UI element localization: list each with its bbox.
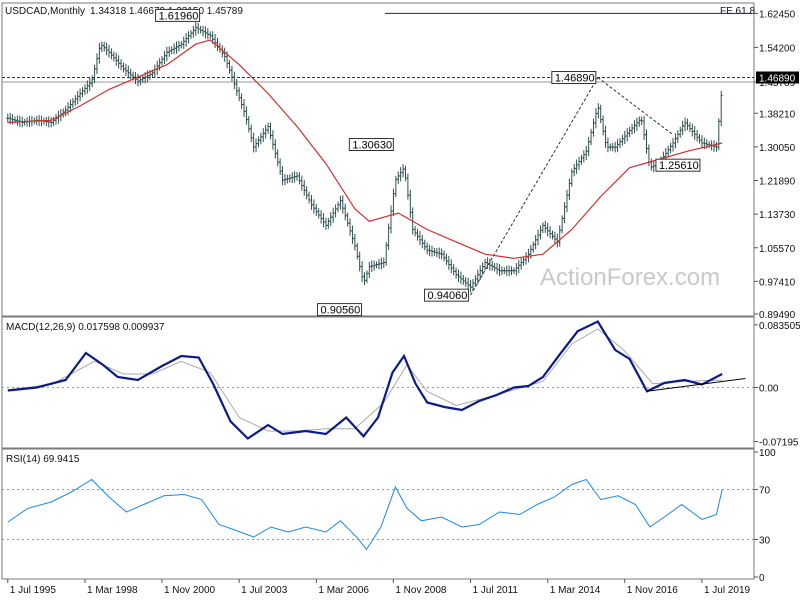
moving-average-line xyxy=(7,39,723,259)
annotation-label: 0.90560 xyxy=(321,305,361,317)
price-ytick-label: 1.62450 xyxy=(759,9,796,20)
price-ytick-label: 0.89490 xyxy=(759,310,796,321)
trend-dash-0 xyxy=(470,77,599,296)
trend-dash-1 xyxy=(597,77,674,136)
macd-line xyxy=(7,320,723,440)
rsi-ytick-label: 30 xyxy=(759,536,771,547)
annotation-box xyxy=(424,288,470,302)
rsi-ytick-label: 0 xyxy=(759,573,765,584)
price-ytick-label: 1.54200 xyxy=(759,43,796,54)
xtick-label: 1 Nov 2016 xyxy=(627,585,679,596)
price-series-group: 1.61960 0.90560 1.30630 0.94060 1.46890 1.256… xyxy=(2,8,754,317)
annotation-box xyxy=(348,138,394,152)
xtick-label: 1 Nov 2000 xyxy=(164,585,216,596)
price-ytick-label: 1.45789 xyxy=(759,78,796,89)
price-ytick-label: 1.05570 xyxy=(759,244,796,255)
annotation-label: 1.25610 xyxy=(659,160,699,172)
price-annotation: 1.25610 xyxy=(655,158,701,172)
annotation-label: 1.30630 xyxy=(352,140,392,152)
price-ytick-label: 1.21890 xyxy=(759,177,796,188)
xtick-label: 1 Jul 2003 xyxy=(241,585,288,596)
xtick-label: 1 Mar 2006 xyxy=(318,585,369,596)
fib-label: FE 61.8 xyxy=(720,6,755,17)
xtick-label: 1 Mar 2014 xyxy=(550,585,601,596)
price-ytick-label: 1.30050 xyxy=(759,143,796,154)
price-annotation: 0.94060 xyxy=(424,288,470,302)
price-annotation: 1.61960 xyxy=(155,8,201,22)
current-price-box xyxy=(756,71,799,84)
xtick-label: 1 Nov 2008 xyxy=(395,585,447,596)
rsi-series-group xyxy=(2,478,754,551)
axis-labels-group: 1.62450 1.54200 1.45789 1.38210 1.30050 1.218… xyxy=(7,9,800,596)
xtick-label: 1 Jul 2019 xyxy=(704,585,751,596)
chart-title: USDCAD,Monthly xyxy=(5,6,85,17)
watermark: ActionForex.com xyxy=(540,264,720,291)
price-annotation: 1.30630 xyxy=(348,138,394,152)
price-ytick-label: 1.38210 xyxy=(759,109,796,120)
price-annotation: 1.46890 xyxy=(551,71,597,85)
price-ytick-label: 1.13730 xyxy=(759,210,796,221)
annotation-box xyxy=(551,71,597,85)
macd-series-group xyxy=(2,320,754,440)
annotation-box xyxy=(155,8,201,22)
rsi-label: RSI(14) 69.9415 xyxy=(6,454,80,465)
annotation-label: 1.61960 xyxy=(159,10,199,22)
rsi-panel xyxy=(1,448,755,580)
annotation-box xyxy=(317,303,363,317)
rsi-ytick-label: 70 xyxy=(759,486,771,497)
macd-ytick-label: 0.00 xyxy=(759,384,779,395)
price-ytick-label: 0.97410 xyxy=(759,277,796,288)
annotation-label: 1.46890 xyxy=(555,73,595,85)
annotation-label: 0.94060 xyxy=(428,290,468,302)
rsi-line xyxy=(7,478,723,551)
price-annotation: 0.90560 xyxy=(317,303,363,317)
macd-label: MACD(12,26,9) 0.017598 0.009937 xyxy=(6,322,165,333)
xtick-label: 1 Mar 1998 xyxy=(87,585,138,596)
macd-panel xyxy=(1,316,755,449)
annotation-box xyxy=(655,158,701,172)
xtick-label: 1 Jul 2011 xyxy=(473,585,519,596)
xtick-label: 1 Jul 1995 xyxy=(10,585,57,596)
macd-trendline xyxy=(646,378,746,392)
rsi-ytick-label: 100 xyxy=(759,448,776,459)
current-price-label: 1.46890 xyxy=(759,74,796,85)
macd-ytick-label: -0.07195 xyxy=(759,437,799,448)
price-panel xyxy=(1,2,755,317)
macd-ytick-label: 0.083505 xyxy=(759,321,800,332)
